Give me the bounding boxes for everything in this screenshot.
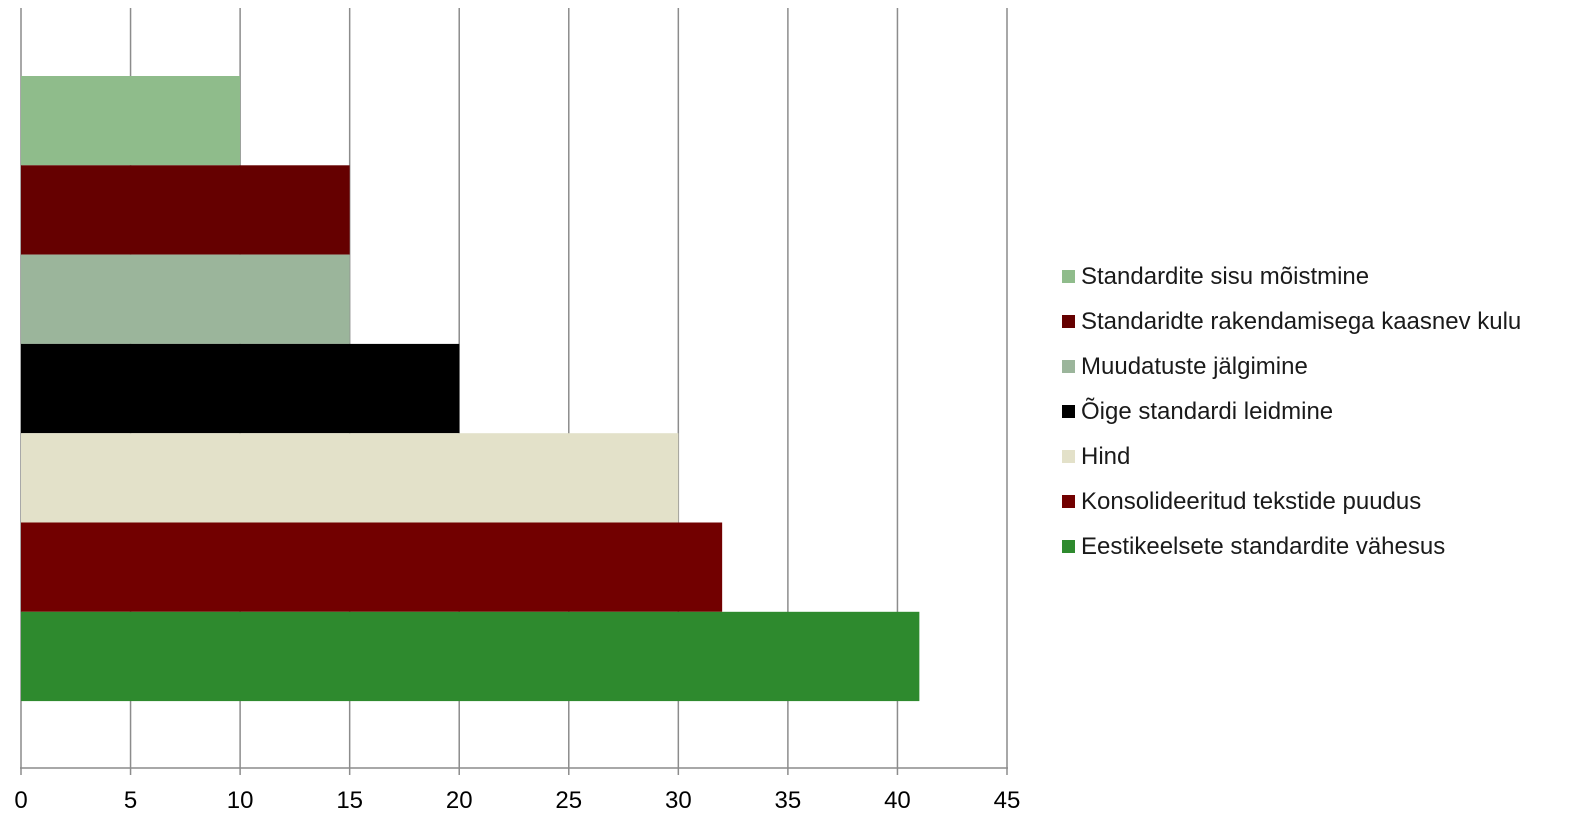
x-tick-label: 35	[775, 787, 802, 814]
x-tick-label: 10	[227, 787, 254, 814]
legend-label: Eestikeelsete standardite vähesus	[1081, 532, 1446, 560]
legend-item: Konsolideeritud tekstide puudus	[1062, 479, 1592, 524]
bar	[21, 343, 460, 434]
legend-swatch	[1062, 495, 1075, 508]
legend-label: Õige standardi leidmine	[1081, 397, 1334, 425]
legend-label: Standardite sisu mõistmine	[1081, 262, 1370, 290]
bar	[21, 611, 920, 702]
legend-item: Hind	[1062, 434, 1592, 479]
legend-swatch	[1062, 450, 1075, 463]
legend-swatch	[1062, 270, 1075, 283]
legend-item: Muudatuste jälgimine	[1062, 344, 1592, 389]
bar	[21, 76, 241, 166]
legend-label: Muudatuste jälgimine	[1081, 352, 1308, 380]
x-tick-label: 30	[665, 787, 692, 814]
legend-swatch	[1062, 405, 1075, 418]
legend-item: Standaridte rakendamisega kaasnev kulu	[1062, 299, 1592, 344]
legend: Standardite sisu mõistmine Standaridte ra…	[1062, 254, 1592, 569]
legend-swatch	[1062, 315, 1075, 328]
x-tick-label: 20	[446, 787, 473, 814]
x-tick-label: 25	[555, 787, 582, 814]
bar	[21, 522, 723, 612]
x-tick-label: 0	[14, 787, 27, 814]
legend-swatch	[1062, 360, 1075, 373]
bars	[21, 76, 920, 702]
legend-item: Standardite sisu mõistmine	[1062, 254, 1592, 299]
bar	[21, 254, 350, 344]
x-tick-label: 5	[124, 787, 137, 814]
bar	[21, 165, 350, 255]
x-axis: 0 5 10 15 20 25 30 35 40 45	[14, 767, 1021, 814]
legend-item: Eestikeelsete standardite vähesus	[1062, 524, 1592, 569]
x-tick-label: 15	[336, 787, 363, 814]
x-tick-label: 40	[884, 787, 911, 814]
legend-label: Konsolideeritud tekstide puudus	[1081, 487, 1422, 515]
legend-label: Hind	[1081, 442, 1131, 470]
bar	[21, 433, 679, 523]
legend-label: Standaridte rakendamisega kaasnev kulu	[1081, 307, 1522, 335]
legend-swatch	[1062, 540, 1075, 553]
x-tick-label: 45	[994, 787, 1021, 814]
legend-item: Õige standardi leidmine	[1062, 389, 1592, 434]
